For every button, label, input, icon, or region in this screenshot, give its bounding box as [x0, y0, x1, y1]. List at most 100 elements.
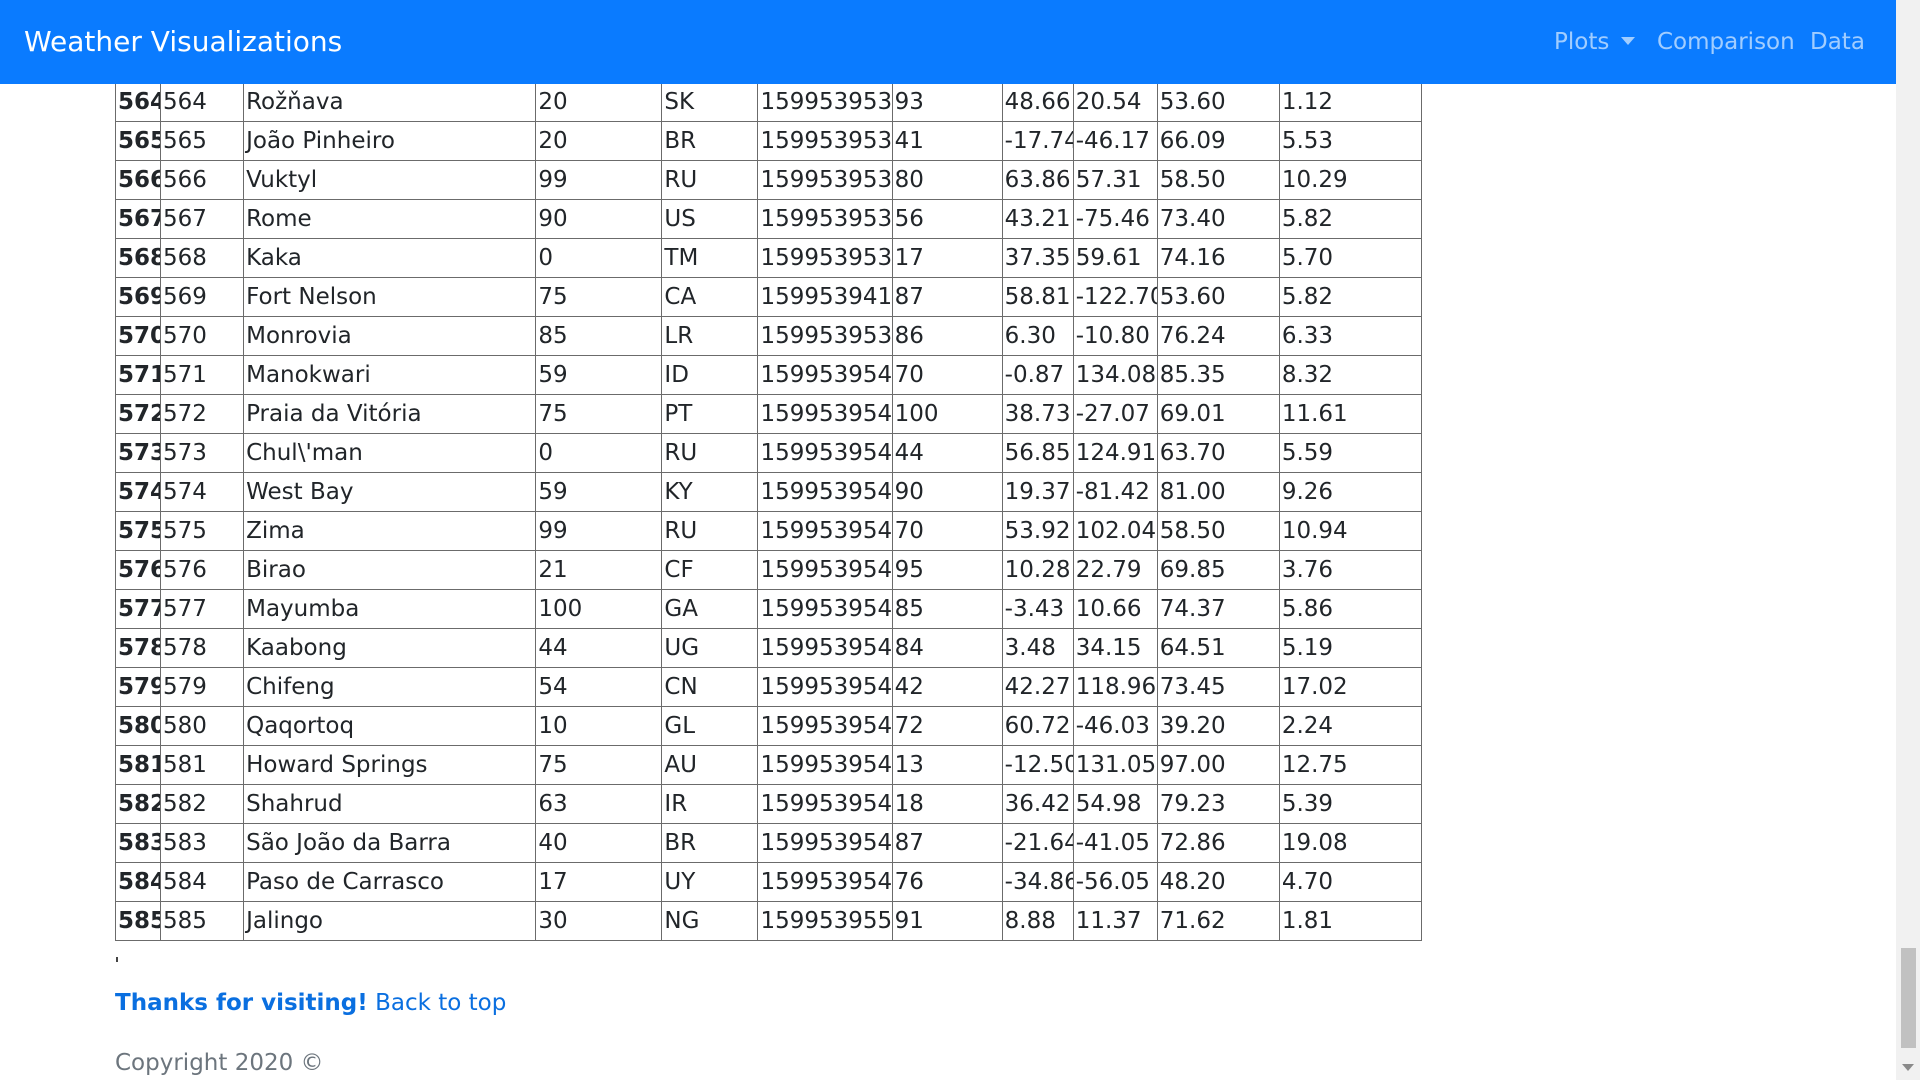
scroll-down-arrow-icon[interactable] [1902, 1064, 1914, 1071]
cell-lng: -10.80 [1072, 316, 1158, 356]
nav-plots-dropdown[interactable]: Plots [1554, 0, 1636, 84]
cell-cloudiness: 75 [535, 394, 663, 434]
cell-date: 1599539537 [757, 82, 893, 122]
cell-city: Mayumba [243, 589, 537, 629]
cell-cloudiness: 0 [535, 433, 663, 473]
cell-city: São João da Barra [243, 823, 537, 863]
cell-lng: -81.42 [1072, 472, 1158, 512]
cell-id: 584 [160, 862, 245, 902]
cell-lat: 56.85 [1001, 433, 1074, 473]
cell-max-temp: 97.00 [1156, 745, 1280, 785]
cell-humidity: 42 [891, 667, 1003, 707]
cell-country: IR [661, 784, 759, 824]
cell-index: 582 [114, 784, 162, 824]
cell-index: 569 [114, 277, 162, 317]
cell-index: 567 [114, 199, 162, 239]
cell-city: Fort Nelson [243, 277, 537, 317]
cell-max-temp: 66.09 [1156, 121, 1280, 161]
cell-date: 1599539545 [757, 628, 893, 668]
cell-max-temp: 53.60 [1156, 82, 1280, 122]
cell-cloudiness: 30 [535, 901, 663, 941]
cell-country: SK [661, 82, 759, 122]
cell-index: 578 [114, 628, 162, 668]
cell-city: Kaabong [243, 628, 537, 668]
cell-index: 579 [114, 667, 162, 707]
cell-date: 1599539546 [757, 667, 893, 707]
cell-max-temp: 73.45 [1156, 667, 1280, 707]
scrollbar-thumb[interactable] [1901, 948, 1916, 1048]
cell-lng: 102.04 [1072, 511, 1158, 551]
cell-lng: 11.37 [1072, 901, 1158, 941]
cell-lat: -12.50 [1001, 745, 1074, 785]
cell-humidity: 41 [891, 121, 1003, 161]
cell-city: West Bay [243, 472, 537, 512]
cell-max-temp: 53.60 [1156, 277, 1280, 317]
cell-index: 581 [114, 745, 162, 785]
cell-humidity: 84 [891, 628, 1003, 668]
cell-max-temp: 73.40 [1156, 199, 1280, 239]
cell-index: 568 [114, 238, 162, 278]
page-scrollbar[interactable] [1896, 0, 1920, 1080]
table-row: 573573Chul\'man0RU15995395414456.85124.9… [114, 433, 1423, 473]
cell-lat: 53.92 [1001, 511, 1074, 551]
brand-title[interactable]: Weather Visualizations [24, 25, 343, 58]
cell-city: Birao [243, 550, 537, 590]
cell-index: 584 [114, 862, 162, 902]
cell-lng: 22.79 [1072, 550, 1158, 590]
cell-index: 571 [114, 355, 162, 395]
cell-date: 1599539550 [757, 901, 893, 941]
cell-lng: -46.03 [1072, 706, 1158, 746]
cell-max-temp: 58.50 [1156, 511, 1280, 551]
cell-country: UG [661, 628, 759, 668]
cell-lat: 58.81 [1001, 277, 1074, 317]
cell-id: 583 [160, 823, 245, 863]
cell-lat: 42.27 [1001, 667, 1074, 707]
cell-cloudiness: 17 [535, 862, 663, 902]
cell-id: 566 [160, 160, 245, 200]
cell-wind-speed: 1.12 [1278, 82, 1423, 122]
cell-cloudiness: 75 [535, 277, 663, 317]
cell-cloudiness: 90 [535, 199, 663, 239]
cell-humidity: 86 [891, 316, 1003, 356]
cell-humidity: 17 [891, 238, 1003, 278]
cell-wind-speed: 5.82 [1278, 277, 1423, 317]
cell-wind-speed: 5.86 [1278, 589, 1423, 629]
cell-id: 576 [160, 550, 245, 590]
cell-id: 564 [160, 82, 245, 122]
cell-lng: 57.31 [1072, 160, 1158, 200]
cell-lat: 63.86 [1001, 160, 1074, 200]
nav-data-link[interactable]: Data [1810, 29, 1865, 55]
table-row: 585585Jalingo30NG1599539550918.8811.3771… [114, 901, 1423, 941]
back-to-top-link[interactable]: Back to top [375, 990, 507, 1016]
cell-max-temp: 63.70 [1156, 433, 1280, 473]
cell-humidity: 87 [891, 823, 1003, 863]
cell-wind-speed: 5.59 [1278, 433, 1423, 473]
cell-lng: 131.05 [1072, 745, 1158, 785]
cell-country: CN [661, 667, 759, 707]
cell-date: 1599539543 [757, 550, 893, 590]
table-row: 572572Praia da Vitória75PT15995395411003… [114, 394, 1423, 434]
footer-message: Thanks for visiting! Back to top [115, 987, 506, 1019]
cell-id: 578 [160, 628, 245, 668]
cell-country: LR [661, 316, 759, 356]
cell-max-temp: 76.24 [1156, 316, 1280, 356]
table-row: 570570Monrovia85LR1599539539866.30-10.80… [114, 316, 1423, 356]
nav-comparison-link[interactable]: Comparison [1657, 29, 1795, 55]
cell-date: 1599539414 [757, 277, 893, 317]
cell-max-temp: 74.37 [1156, 589, 1280, 629]
cell-wind-speed: 9.26 [1278, 472, 1423, 512]
chevron-down-icon [1621, 36, 1636, 45]
cell-lat: -21.64 [1001, 823, 1074, 863]
cell-lng: -75.46 [1072, 199, 1158, 239]
cell-humidity: 76 [891, 862, 1003, 902]
cell-city: Jalingo [243, 901, 537, 941]
cell-city: Manokwari [243, 355, 537, 395]
cell-index: 583 [114, 823, 162, 863]
table-row: 568568Kaka0TM15995395391737.3559.6174.16… [114, 238, 1423, 278]
cell-index: 574 [114, 472, 162, 512]
cell-wind-speed: 3.76 [1278, 550, 1423, 590]
cell-wind-speed: 5.82 [1278, 199, 1423, 239]
cell-country: PT [661, 394, 759, 434]
